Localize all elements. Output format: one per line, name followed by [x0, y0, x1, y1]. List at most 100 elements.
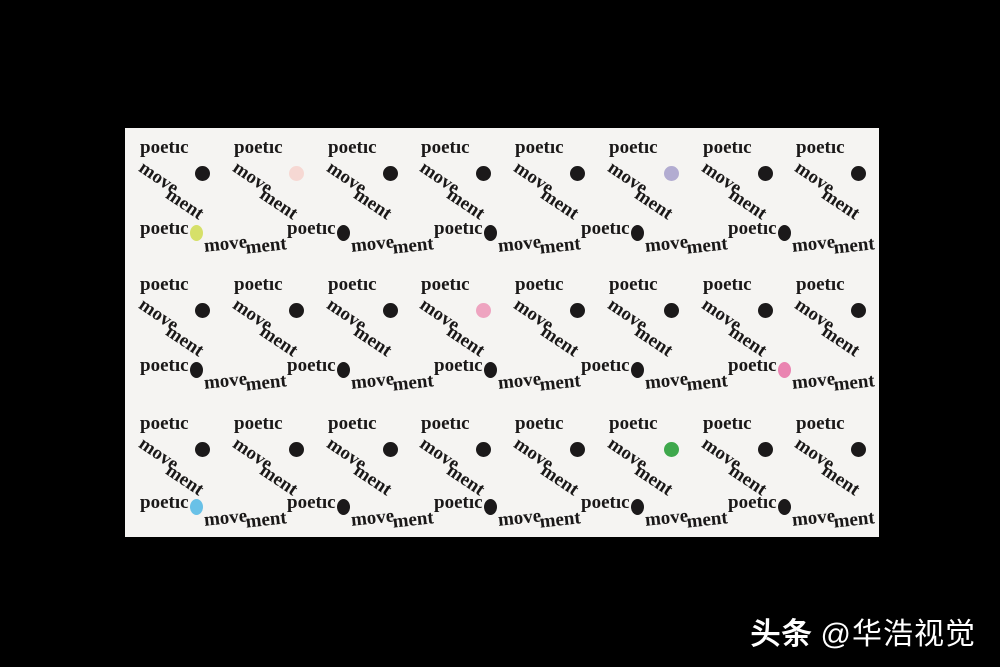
poetic-word: poetıc: [796, 274, 845, 295]
movement-move-part: move: [643, 231, 690, 257]
movement-ment-part: ment: [349, 183, 396, 225]
poetic-word: poetıc: [581, 218, 630, 239]
movement-ment-part: ment: [349, 320, 396, 362]
accent-dot: [663, 165, 679, 181]
movement-move-part: move: [349, 505, 396, 531]
movement-move-part: move: [202, 368, 249, 394]
movement-move-part: move: [496, 368, 543, 394]
pattern-dot: [194, 165, 210, 181]
pattern-dot: [777, 225, 791, 241]
movement-ment-part: ment: [630, 459, 677, 501]
pattern-dot: [475, 165, 491, 181]
pattern-dot: [336, 499, 350, 515]
pattern-dot: [777, 499, 791, 515]
poetic-word: poetıc: [421, 137, 470, 158]
movement-move-part: move: [496, 505, 543, 531]
poetic-word: poetıc: [140, 413, 189, 434]
poetic-word: poetıc: [234, 137, 283, 158]
movement-ment-part: ment: [538, 370, 582, 396]
poetic-word: poetıc: [796, 413, 845, 434]
movement-ment-part: ment: [391, 507, 435, 533]
movement-move-part: move: [349, 368, 396, 394]
movement-word: movement: [349, 365, 436, 395]
poetic-word: poetıc: [703, 413, 752, 434]
poetic-word: poetıc: [140, 137, 189, 158]
pattern-dot: [569, 441, 585, 457]
poetic-word: poetıc: [728, 355, 777, 376]
movement-word: movement: [790, 228, 877, 258]
movement-word: movement: [496, 365, 583, 396]
pattern-dot: [850, 441, 866, 457]
poetic-word: poetıc: [421, 413, 470, 434]
movement-ment-part: ment: [244, 370, 288, 396]
poetic-word: poetıc: [703, 137, 752, 158]
poetic-word: poetıc: [234, 274, 283, 295]
pattern-dot: [630, 362, 644, 378]
movement-ment-part: ment: [536, 183, 583, 225]
poetic-word: poetıc: [421, 274, 470, 295]
movement-ment-part: ment: [536, 459, 583, 501]
accent-dot: [189, 499, 203, 515]
poetic-word: poetıc: [287, 218, 336, 239]
poetic-word: poetıc: [581, 355, 630, 376]
movement-ment-part: ment: [685, 233, 729, 259]
movement-ment-part: ment: [244, 233, 288, 259]
pattern-dot: [382, 441, 398, 457]
poetic-word: poetıc: [328, 274, 377, 295]
poetic-word: poetıc: [609, 274, 658, 295]
poetic-word: poetıc: [515, 137, 564, 158]
pattern-dot: [630, 225, 644, 241]
pattern-dot: [336, 362, 350, 378]
movement-move-part: move: [643, 368, 690, 394]
movement-ment-part: ment: [817, 320, 864, 362]
pattern-dot: [475, 441, 491, 457]
movement-ment-part: ment: [832, 370, 876, 396]
movement-ment-part: ment: [817, 459, 864, 501]
poetic-word: poetıc: [703, 274, 752, 295]
pattern-dot: [288, 441, 304, 457]
movement-word: movement: [643, 228, 730, 259]
poetic-word: poetıc: [287, 492, 336, 513]
poetic-word: poetıc: [328, 413, 377, 434]
movement-ment-part: ment: [538, 233, 582, 259]
poetic-word: poetıc: [434, 218, 483, 239]
pattern-dot: [483, 499, 497, 515]
pattern-dot: [663, 302, 679, 318]
poetic-word: poetıc: [796, 137, 845, 158]
poetic-word: poetıc: [728, 218, 777, 239]
movement-move-part: move: [202, 505, 249, 531]
pattern-dot: [569, 302, 585, 318]
movement-word: movement: [643, 502, 730, 532]
poetic-word: poetıc: [140, 492, 189, 513]
accent-dot: [189, 225, 203, 241]
movement-word: movement: [349, 502, 436, 533]
pattern-dot: [850, 302, 866, 318]
accent-dot: [777, 362, 791, 378]
watermark: 头条 @华浩视觉: [751, 609, 976, 653]
movement-move-part: move: [790, 231, 837, 257]
poetic-word: poetıc: [140, 274, 189, 295]
movement-move-part: move: [643, 505, 690, 531]
poetic-word: poetıc: [581, 492, 630, 513]
movement-ment-part: ment: [832, 507, 876, 533]
movement-ment-part: ment: [349, 459, 396, 501]
movement-ment-part: ment: [391, 233, 435, 259]
toutiao-logo-text: 头条: [750, 618, 813, 651]
poetic-word: poetıc: [434, 355, 483, 376]
movement-move-part: move: [496, 231, 543, 257]
poetic-word: poetıc: [434, 492, 483, 513]
movement-word: movement: [202, 502, 289, 533]
movement-move-part: move: [202, 231, 249, 257]
poetic-word: poetıc: [328, 137, 377, 158]
movement-move-part: move: [790, 505, 837, 531]
movement-ment-part: ment: [244, 507, 288, 533]
poetic-word: poetıc: [287, 355, 336, 376]
poetic-word: poetıc: [515, 274, 564, 295]
pattern-dot: [850, 165, 866, 181]
movement-word: movement: [496, 228, 583, 259]
movement-word: movement: [643, 365, 730, 395]
pattern-dot: [483, 362, 497, 378]
poster-panel: poetıc movement poetıc movement poetıc moveme…: [125, 128, 879, 537]
pattern-dot: [382, 165, 398, 181]
